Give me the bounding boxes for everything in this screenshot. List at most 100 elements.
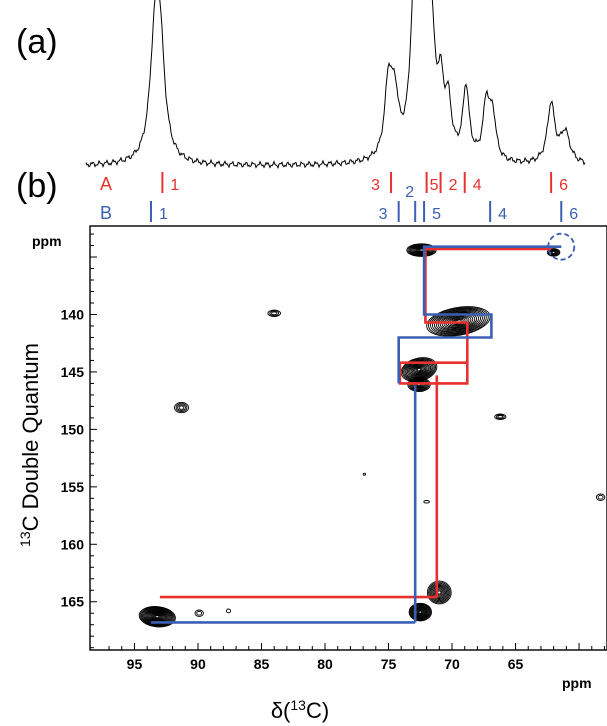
x-tick-label-85: 85 — [254, 656, 270, 672]
x-tick-label-95: 95 — [127, 656, 143, 672]
cross-peak-15-level-0 — [362, 472, 367, 476]
assign-b-label-2: 2 — [405, 184, 414, 201]
cross-peak-1-level-4 — [412, 605, 429, 619]
cross-peak-2-level-5 — [432, 586, 446, 599]
cross-peak-0-level-2 — [140, 607, 174, 627]
cross-peak-6-level-12 — [415, 367, 423, 373]
x-tick-label-75: 75 — [381, 656, 397, 672]
y-axis-ticks: 140 145 150 155 160 165 — [61, 233, 97, 649]
cross-peak-10-level-2 — [497, 415, 504, 419]
cross-peak-1-level-9 — [416, 609, 424, 616]
series-a-letter: A — [100, 174, 112, 194]
cross-peak-2-level-9 — [437, 590, 442, 595]
x-tick-label-65: 65 — [508, 656, 524, 672]
cross-peak-13-level-0 — [423, 500, 430, 504]
x-axis-title-sup: 13 — [290, 697, 306, 713]
y-tick-label-150: 150 — [61, 421, 85, 437]
y-axis-title-sup: 13 — [17, 531, 33, 547]
cross-peak-0-level-14 — [154, 614, 161, 619]
cross-peak-14-level-0 — [595, 493, 606, 501]
cross-peak-5-level-1 — [428, 307, 489, 336]
cross-peak-0-level-0 — [138, 606, 176, 628]
cross-peak-4-level-1 — [547, 248, 560, 257]
cross-peak-0-level-12 — [151, 613, 163, 620]
y-axis-unit: ppm — [32, 233, 62, 249]
cross-peak-0-level-11 — [150, 612, 164, 621]
panel-b-label: (b) — [16, 167, 58, 205]
highlight-circle — [547, 232, 576, 261]
contour-peaks — [138, 243, 606, 628]
cross-peak-8-level-0 — [267, 309, 281, 317]
assign-a-label-3: 3 — [371, 177, 380, 194]
x-tick-label-90: 90 — [190, 656, 206, 672]
assign-b-label-3: 3 — [379, 206, 388, 223]
assign-a-label-5: 5 — [430, 177, 439, 194]
cross-peak-6-level-8 — [410, 363, 428, 376]
assign-a-label-2: 2 — [449, 177, 458, 194]
cross-peak-5-level-6 — [437, 311, 480, 332]
cross-peak-1-level-2 — [410, 604, 431, 620]
cross-peak-8-level-1 — [269, 310, 280, 317]
cross-peak-1-level-0 — [408, 602, 432, 622]
cross-peak-6-level-10 — [413, 365, 425, 374]
cross-peak-9-level-1 — [175, 403, 188, 412]
y-tick-label-165: 165 — [61, 594, 85, 610]
2d-dq-spectrum: 95 90 85 80 75 70 65 140 145 150 155 160 165 — [61, 225, 607, 672]
assign-a-label-6: 6 — [559, 177, 568, 194]
cross-peak-4-level-4 — [550, 250, 557, 255]
connectivity-a-segment-3 — [424, 247, 552, 363]
cross-peak-2-level-0 — [426, 580, 452, 605]
assign-a-label-4: 4 — [473, 177, 482, 194]
cross-peak-1-level-11 — [418, 610, 423, 614]
cross-peak-12-level-0 — [225, 608, 232, 614]
y-axis-title: 13C Double Quantum — [17, 343, 43, 547]
cross-peak-2-level-6 — [433, 587, 445, 598]
1d-spectrum-trace — [85, 0, 586, 170]
cross-peak-1-level-1 — [409, 603, 432, 621]
series-b-letter: B — [100, 203, 112, 223]
connectivity-paths — [151, 232, 576, 624]
x-tick-label-80: 80 — [317, 656, 333, 672]
cross-peak-0-level-1 — [139, 606, 175, 627]
cross-peak-2-level-3 — [430, 583, 449, 602]
cross-peak-10-level-0 — [494, 413, 507, 420]
assign-a-label-1: 1 — [170, 177, 179, 194]
cross-peak-0-level-4 — [143, 608, 172, 625]
cross-peak-9-level-0 — [174, 402, 189, 414]
cross-peak-4-level-5 — [551, 250, 556, 254]
cross-peak-14-level-1 — [597, 494, 604, 500]
x-axis-title-tail: C) — [306, 698, 329, 723]
assign-b-label-6: 6 — [569, 206, 578, 223]
cross-peak-0-level-10 — [149, 612, 165, 622]
assignment-row-b: B 1 32 5 4 6 — [100, 184, 578, 223]
cross-peak-6-level-9 — [411, 364, 427, 375]
y-tick-label-155: 155 — [61, 479, 85, 495]
y-tick-label-140: 140 — [61, 306, 85, 322]
cross-peak-5-level-4 — [433, 309, 483, 334]
assign-b-label-5: 5 — [432, 206, 441, 223]
cross-peak-2-level-1 — [428, 581, 451, 604]
1d-spectrum — [85, 0, 586, 170]
x-axis-title: δ(13C) — [271, 697, 329, 723]
assign-b-label-1: 1 — [159, 206, 168, 223]
cross-peak-10-level-1 — [495, 414, 505, 420]
cross-peak-3-level-11 — [419, 248, 424, 252]
cross-peak-1-level-5 — [413, 606, 428, 618]
cross-peak-5-level-2 — [430, 307, 487, 335]
cross-peak-5-level-0 — [426, 306, 491, 337]
y-tick-label-145: 145 — [61, 364, 85, 380]
cross-peak-9-level-3 — [178, 405, 185, 410]
cross-peak-2-level-2 — [429, 582, 450, 603]
x-axis-unit: ppm — [562, 675, 592, 691]
y-axis-title-main: C Double Quantum — [18, 343, 43, 531]
cross-peak-0-level-13 — [152, 614, 162, 620]
connectivity-b-segment-2 — [397, 245, 562, 384]
cross-peak-1-level-3 — [411, 604, 430, 620]
cross-peak-6-level-11 — [414, 366, 424, 373]
cross-peak-0-level-3 — [142, 607, 173, 626]
cross-peak-6-level-13 — [416, 367, 422, 372]
cross-peak-5-level-5 — [435, 310, 481, 333]
cross-peak-0-level-15 — [155, 615, 160, 619]
cross-peak-11-level-1 — [196, 610, 203, 616]
